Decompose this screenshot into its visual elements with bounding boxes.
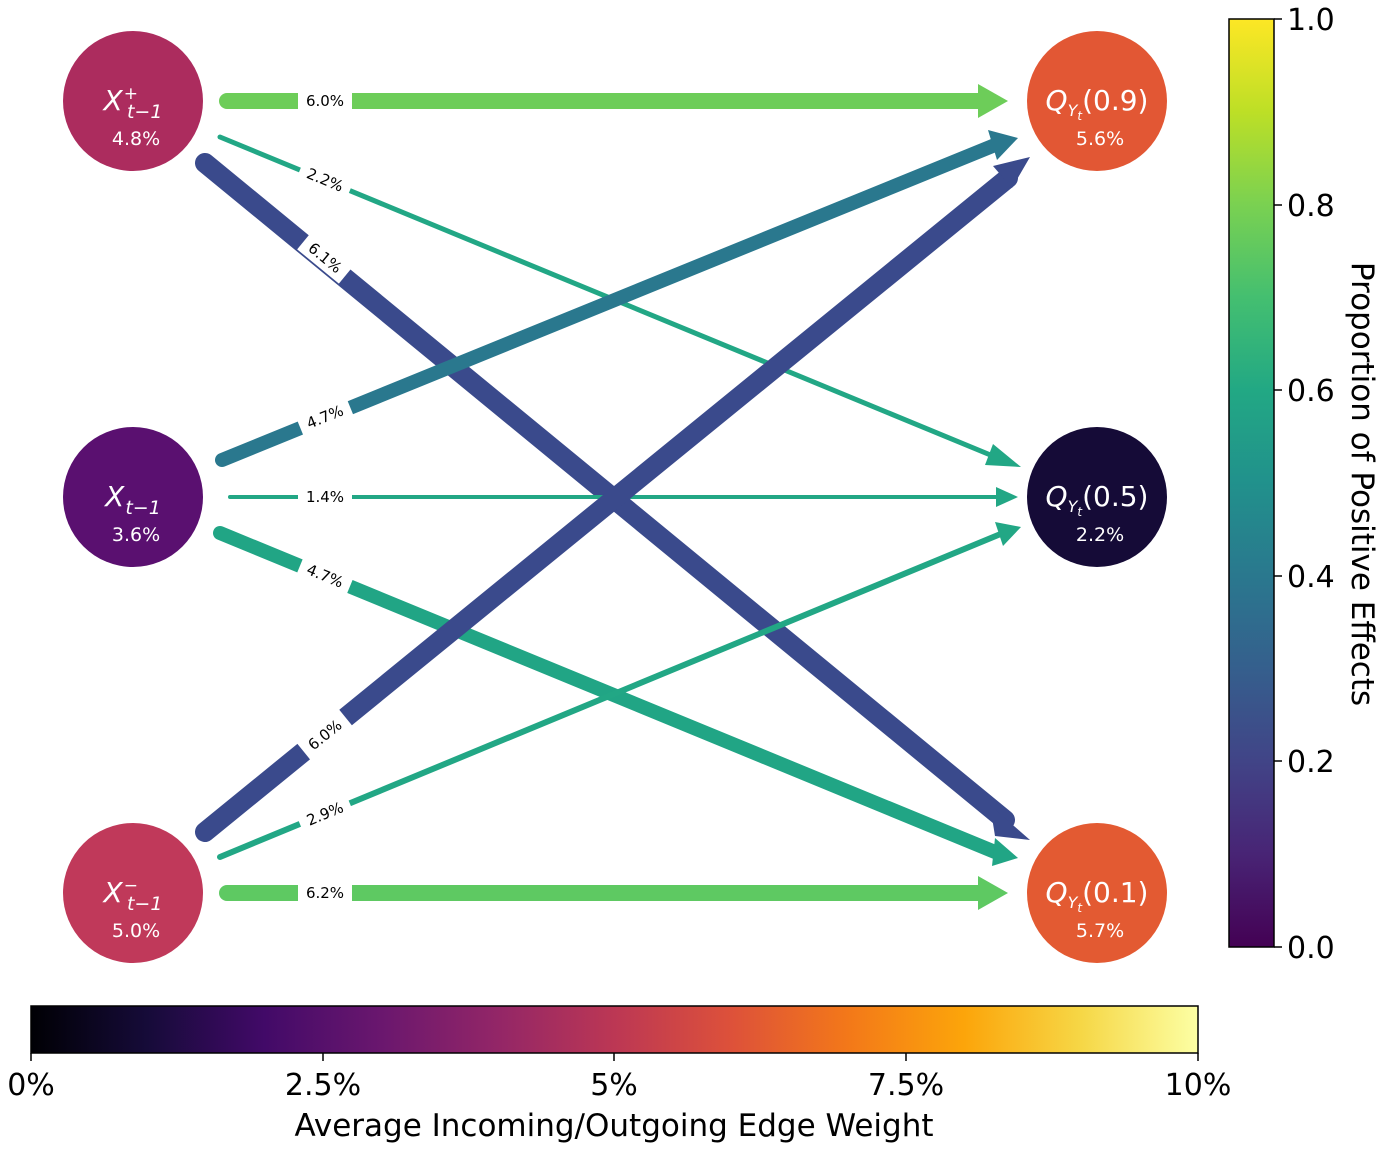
edge-xminus-q05 (217, 522, 1021, 860)
edge-label-xplus-q09: 6.0% (306, 92, 344, 110)
svg-text:QYt(0.5): QYt(0.5) (1046, 480, 1149, 519)
right-tick-3: 0.6 (1287, 374, 1335, 409)
right-tick-0: 0.0 (1287, 931, 1335, 966)
node-x: Xt−1 3.6% (63, 427, 203, 567)
node-value-x-minus: 5.0% (112, 920, 160, 942)
node-q-05: QYt(0.5) 2.2% (1027, 427, 1167, 567)
bottom-tick-4: 10% (1165, 1068, 1232, 1103)
right-tick-1: 0.2 (1287, 745, 1335, 780)
right-tick-4: 0.8 (1287, 189, 1335, 224)
edge-label-x-q05: 1.4% (306, 488, 344, 506)
svg-text:Xt−1: Xt−1 (103, 480, 161, 519)
bottom-tick-3: 7.5% (868, 1068, 944, 1103)
bottom-colorbar-title: Average Incoming/Outgoing Edge Weight (294, 1108, 933, 1144)
right-colorbar-gradient (1228, 18, 1275, 948)
bottom-tick-2: 5% (590, 1068, 638, 1103)
edge-label-xminus-q01: 6.2% (306, 884, 344, 902)
edge-xminus-q01 (219, 876, 1008, 910)
right-tick-2: 0.4 (1287, 560, 1335, 595)
bottom-colorbar: 0% 2.5% 5% 7.5% 10% Average Incoming/Out… (7, 1005, 1232, 1144)
edge-x-q09 (215, 130, 1018, 467)
svg-text:QYt(0.9): QYt(0.9) (1046, 84, 1149, 123)
node-value-q-09: 5.6% (1076, 128, 1124, 150)
node-q-01: QYt(0.1) 5.7% (1027, 823, 1167, 963)
node-value-x: 3.6% (112, 524, 160, 546)
node-value-q-05: 2.2% (1076, 524, 1124, 546)
node-x-minus: X− t−1 5.0% (63, 823, 203, 963)
right-tick-5: 1.0 (1287, 3, 1335, 38)
node-x-plus: X+ t−1 4.8% (63, 31, 203, 171)
right-colorbar: 0.0 0.2 0.4 0.6 0.8 1.0 Proportion of Po… (1228, 3, 1380, 966)
bottom-tick-0: 0% (7, 1068, 55, 1103)
edge-labels: 6.0% 2.2% 6.1% 4.7% 1.4% 4.7% 6.0% 2.9% … (295, 90, 355, 904)
node-q-09: QYt(0.9) 5.6% (1027, 31, 1167, 171)
bottom-colorbar-gradient (30, 1005, 1199, 1054)
right-colorbar-title: Proportion of Positive Effects (1344, 262, 1380, 706)
bottom-tick-1: 2.5% (285, 1068, 361, 1103)
svg-text:QYt(0.1): QYt(0.1) (1046, 876, 1149, 915)
svg-text:X−t−1: X− t−1 (102, 876, 163, 915)
svg-text:X+t−1: X+ t−1 (102, 84, 163, 123)
node-value-x-plus: 4.8% (112, 128, 160, 150)
edge-xplus-q09 (219, 84, 1008, 118)
node-value-q-01: 5.7% (1076, 920, 1124, 942)
